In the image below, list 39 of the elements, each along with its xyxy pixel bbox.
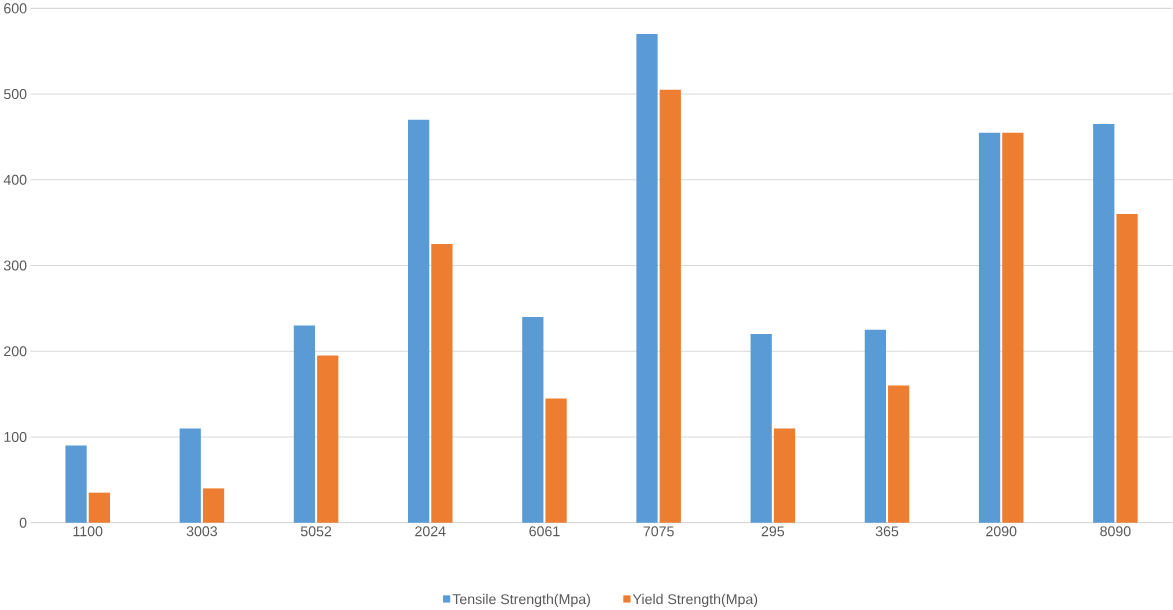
- bar: [65, 445, 87, 523]
- bar: [431, 244, 453, 523]
- legend-label: Tensile Strength(Mpa): [452, 593, 590, 608]
- x-tick-label: 6061: [529, 526, 560, 537]
- y-tick-label: 100: [4, 432, 27, 443]
- bar: [978, 132, 1001, 523]
- x-tick-label: 3003: [186, 526, 218, 537]
- y-tick-label: 0: [19, 517, 27, 528]
- bar: [88, 492, 110, 523]
- x-tick-label: 7075: [643, 526, 674, 537]
- bar: [408, 119, 430, 523]
- bar: [773, 428, 796, 523]
- x-tick-label: 295: [761, 526, 785, 537]
- bar: [888, 385, 910, 523]
- bar: [1116, 214, 1138, 523]
- bar: [1093, 124, 1115, 523]
- bar: [1002, 132, 1024, 523]
- bar: [522, 317, 544, 523]
- y-tick-label: 400: [3, 174, 27, 186]
- y-tick-label: 600: [4, 3, 27, 14]
- legend-label: Yield Strength(Mpa): [632, 593, 758, 608]
- bar: [179, 428, 201, 523]
- bar: [545, 398, 567, 523]
- bar: [659, 90, 681, 523]
- bar: [750, 334, 772, 523]
- x-tick-label: 8090: [1100, 526, 1131, 537]
- bar: [293, 325, 316, 523]
- y-tick-label: 500: [3, 89, 27, 100]
- bar: [202, 488, 225, 523]
- x-tick-label: 2024: [415, 526, 446, 537]
- bar: [636, 34, 658, 523]
- x-tick-label: 5052: [300, 526, 332, 537]
- y-tick-label: 200: [4, 346, 27, 357]
- y-tick-label: 300: [3, 260, 27, 271]
- x-tick-label: 1100: [73, 526, 103, 537]
- bar: [864, 330, 887, 523]
- x-tick-label: 365: [875, 526, 899, 537]
- bar: [317, 355, 339, 523]
- x-tick-label: 2090: [986, 526, 1017, 537]
